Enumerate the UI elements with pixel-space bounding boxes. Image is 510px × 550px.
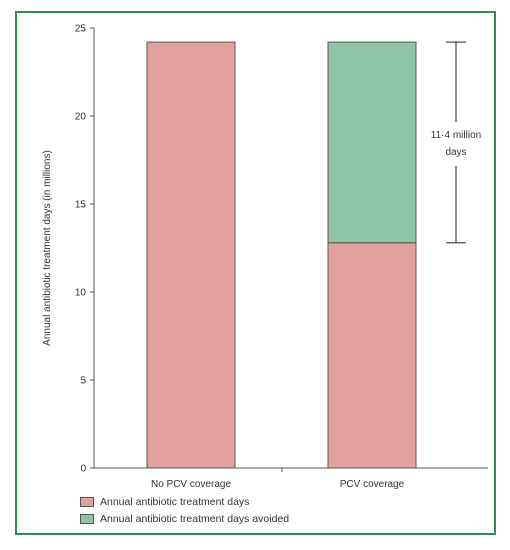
y-tick-label: 5 (80, 376, 86, 387)
bar-treatment-days (146, 41, 236, 469)
x-tick-label: No PCV coverage (151, 479, 231, 490)
y-tick-label: 10 (75, 288, 87, 299)
y-tick-label: 0 (80, 464, 86, 475)
annotation-label-line1: 11·4 million (431, 130, 481, 141)
y-tick-label: 20 (75, 112, 87, 123)
bar-days-avoided (327, 41, 417, 244)
x-tick-label: PCV coverage (340, 479, 405, 490)
y-axis-title: Annual antibiotic treatment days (in mil… (42, 150, 53, 346)
legend-item-days-avoided: Annual antibiotic treatment days avoided (80, 510, 289, 527)
legend: Annual antibiotic treatment days Annual … (80, 493, 289, 527)
y-tick-label: 15 (75, 200, 87, 211)
legend-swatch-treatment-days (80, 496, 94, 507)
legend-label-days-avoided: Annual antibiotic treatment days avoided (100, 512, 290, 525)
annotation-label-line2: days (445, 147, 466, 158)
legend-label-treatment-days: Annual antibiotic treatment days (100, 495, 250, 508)
legend-swatch-days-avoided (80, 513, 94, 524)
legend-item-treatment-days: Annual antibiotic treatment days (80, 493, 289, 510)
y-tick-label: 25 (75, 24, 87, 35)
bar-treatment-days (327, 242, 417, 469)
